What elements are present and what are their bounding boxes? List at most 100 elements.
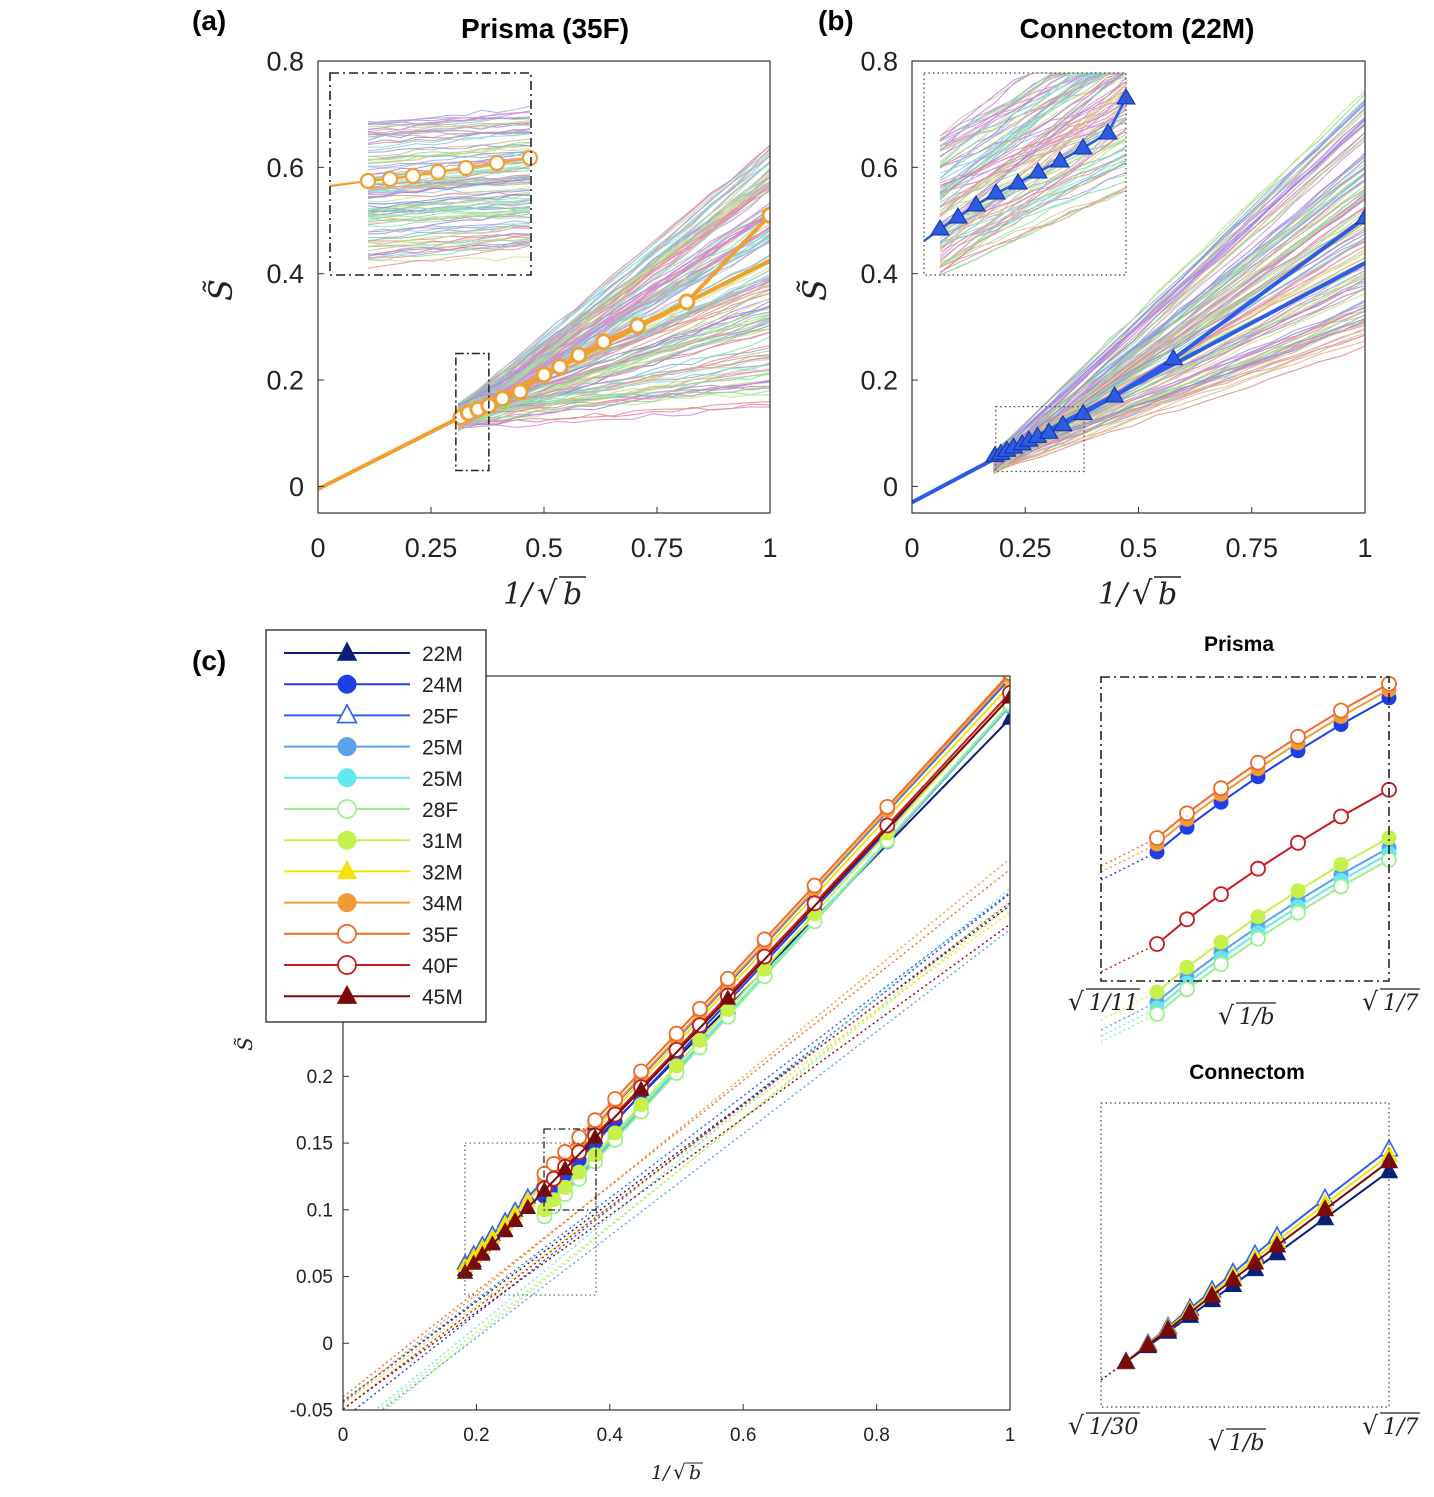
data-point-40F: [806, 895, 823, 912]
y-tick-label: 0.2: [307, 1067, 333, 1088]
fit-line-25M: [374, 887, 1010, 1410]
inset-subject-line: [367, 242, 531, 260]
inset-subject-line: [367, 174, 531, 193]
data-point-35F: [756, 931, 773, 948]
inset-point-31M: [1213, 934, 1229, 950]
x-tick-label: 0: [338, 1425, 349, 1446]
inset-data-point: [404, 167, 422, 185]
inset-fit-line-25M: [1100, 1001, 1158, 1031]
data-point: [1163, 348, 1184, 366]
data-point-40F: [607, 1106, 624, 1123]
inset-point-31M: [1333, 857, 1349, 872]
legend-label: 25M: [422, 737, 463, 760]
inset-data-point: [381, 170, 399, 188]
panel-a: (a) Prisma (35F) 0 0.25 0.5 0.75 1 0 0.2 0.4 0.6…: [192, 5, 778, 612]
legend-marker-35F: [337, 923, 357, 944]
data-point: [678, 293, 696, 311]
inset-subject-line: [939, 72, 1126, 189]
xlabel-a: 1/ √ b: [503, 574, 586, 612]
legend-marker-28F: [337, 799, 357, 819]
xlabel-b: 1/ √ b: [1098, 574, 1181, 612]
inset-point-45M: [1379, 1151, 1399, 1169]
inset-subject-line: [939, 101, 1127, 187]
legend-marker-40F: [337, 955, 357, 975]
inset-connectom-mid: 1/b: [1229, 1431, 1265, 1456]
subject-line: [457, 385, 770, 424]
inset-subject-line: [939, 162, 1127, 261]
xlabel-a-var: b: [563, 577, 582, 612]
legend-label: 22M: [422, 643, 463, 666]
inset-point-45M: [1158, 1319, 1178, 1337]
inset-point-45M: [1202, 1285, 1222, 1303]
panel-label-b: (b): [818, 5, 854, 36]
inset-subject-line: [367, 199, 531, 215]
data-point-35F: [691, 1000, 708, 1017]
inset-line-45M: [1125, 1160, 1390, 1363]
inset-subject-line: [367, 208, 531, 218]
data-point-35F: [571, 1129, 588, 1146]
inset-point-31M: [1290, 883, 1306, 899]
ticks-a: 0 0.25 0.5 0.75 1 0 0.2 0.4 0.6 0.8: [266, 46, 777, 563]
fit-line-24M: [353, 892, 1010, 1410]
data-point-40F: [545, 1170, 562, 1187]
inset-subject-line: [367, 199, 531, 221]
x-tick-label: 0: [904, 533, 919, 563]
x-tick-label: 0.8: [863, 1425, 889, 1446]
inset-subject-line: [367, 138, 531, 157]
legend-label: 35F: [422, 924, 458, 947]
inset-connectom-right: 1/7: [1383, 1415, 1418, 1440]
inset-data-point: [1008, 173, 1028, 190]
inset-subject-line: [939, 72, 1127, 217]
y-tick-label: -0.05: [290, 1401, 333, 1422]
legend-marker-31M: [337, 830, 357, 850]
data-point-40F: [668, 1041, 685, 1058]
legend-label: 31M: [422, 830, 463, 853]
legend-label: 28F: [422, 799, 458, 822]
y-tick-label: 0.8: [266, 46, 304, 76]
inset-connectom-sqrt-left: √: [1068, 1411, 1084, 1440]
ylabel-a: S̃: [202, 279, 240, 301]
subject-line: [458, 381, 770, 427]
inset-connectom-sqrt-right: √: [1362, 1411, 1378, 1440]
inset-subject-line: [939, 72, 1126, 194]
data-point-45M: [556, 1159, 574, 1176]
subject-line: [457, 152, 770, 420]
inset-point-31M: [1179, 959, 1195, 975]
title-b: Connectom (22M): [1020, 13, 1255, 44]
subject-line: [993, 185, 1365, 455]
inset-fit-line-24M: [1100, 851, 1158, 881]
data-point: [1104, 386, 1125, 403]
legend-marker-22M: [336, 641, 358, 661]
inset-prisma-sqrt-mid: √: [1218, 1001, 1234, 1030]
data-point: [1355, 207, 1365, 225]
inset-point-40F: [1179, 911, 1195, 928]
data-point-45M: [1001, 688, 1010, 704]
inset-subject-line: [939, 106, 1127, 263]
inset-subject-line: [367, 105, 531, 124]
x-tick-label: 1: [1357, 533, 1372, 563]
inset-connectom-left: 1/30: [1089, 1415, 1138, 1440]
inset-prisma-sqrt-left: √: [1068, 987, 1084, 1016]
inset-subject-line: [367, 142, 531, 161]
inset-point-22M: [1379, 1161, 1399, 1179]
legend: 22M 24M 25F 25M 25M 28F 31M 32M 34M 35F 40F 45M: [265, 629, 487, 1023]
legend-label: 25M: [422, 768, 463, 791]
x-tick-label: 0.75: [631, 533, 684, 563]
data-point-31M: [587, 1147, 603, 1163]
inset-subject-line: [367, 120, 531, 138]
zoom-box: [455, 352, 490, 472]
xlabel-b-var: b: [1158, 577, 1177, 612]
data-point-35F: [806, 877, 823, 894]
inset-prisma-sqrt-right: √: [1362, 987, 1378, 1016]
inset-data-point: [948, 207, 968, 224]
inset-fit-line-25M: [1100, 1007, 1158, 1037]
inset-prisma-xticks: √ 1/11 √ 1/b √ 1/7: [1068, 987, 1420, 1030]
inset-subject-line: [939, 122, 1127, 193]
x-tick-label: 0.25: [999, 533, 1052, 563]
legend-marker-32M: [336, 859, 358, 880]
inset-data-point: [521, 149, 539, 167]
data-point: [1073, 403, 1094, 421]
data-point-31M: [557, 1179, 573, 1195]
